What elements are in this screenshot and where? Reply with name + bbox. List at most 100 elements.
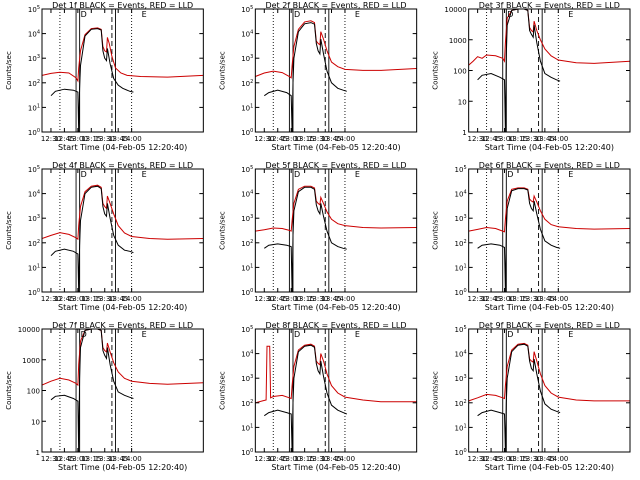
x-axis-label: Start Time (04-Feb-05 12:20:40): [58, 463, 187, 472]
annotation-d: D: [294, 10, 300, 19]
y-tick-label: 100: [27, 388, 40, 396]
lld-series-line: [468, 187, 630, 233]
annotation-e: E: [568, 330, 573, 339]
x-axis-label: Start Time (04-Feb-05 12:20:40): [271, 303, 400, 312]
x-tick-label: 13:15: [508, 135, 528, 143]
y-tick-label: 105: [455, 165, 467, 174]
y-tick-label: 105: [241, 5, 253, 14]
x-tick-label: 13:45: [108, 455, 128, 463]
panel-title: Det 3f BLACK = Events, RED = LLD: [479, 1, 620, 10]
x-tick-label: 12:30: [41, 135, 61, 143]
y-tick-label: 1000: [449, 37, 467, 45]
y-tick-label: 102: [241, 399, 253, 408]
annotation-e: E: [142, 10, 147, 19]
y-tick-label: 104: [28, 30, 40, 39]
y-tick-label: 100: [241, 128, 253, 137]
y-tick-label: 101: [241, 423, 253, 432]
x-tick-label: 12:45: [268, 135, 288, 143]
x-tick-label: 13:30: [521, 135, 541, 143]
x-tick-label: 13:45: [535, 135, 555, 143]
y-axis-label: Counts/sec: [432, 371, 440, 410]
events-series-line: [50, 28, 134, 132]
lld-series-line: [468, 342, 630, 402]
y-tick-label: 105: [28, 165, 40, 174]
y-tick-label: 103: [241, 54, 253, 63]
panel-title: Det 1f BLACK = Events, RED = LLD: [52, 1, 193, 10]
x-axis-label: Start Time (04-Feb-05 12:20:40): [485, 143, 614, 152]
y-tick-label: 101: [455, 263, 467, 272]
plot-frame: [41, 328, 204, 453]
x-tick-label: 13:00: [68, 135, 88, 143]
x-tick-label: 12:30: [41, 295, 61, 303]
x-tick-label: 12:30: [254, 295, 274, 303]
x-tick-label: 13:00: [494, 455, 514, 463]
x-tick-label: 13:45: [321, 135, 341, 143]
lld-series-line: [255, 185, 417, 232]
events-series-line: [477, 343, 561, 452]
x-tick-label: 12:30: [468, 295, 488, 303]
events-series-line: [264, 186, 347, 292]
x-tick-label: 12:30: [254, 455, 274, 463]
plot-frame: [41, 8, 204, 133]
annotation-e: E: [355, 330, 360, 339]
x-tick-label: 12:45: [54, 295, 74, 303]
y-tick-label: 103: [455, 374, 467, 383]
x-tick-label: 13:00: [494, 135, 514, 143]
y-tick-label: 102: [28, 239, 40, 248]
y-tick-label: 100: [241, 288, 253, 297]
plot-frame: [468, 328, 631, 453]
y-tick-label: 104: [241, 350, 253, 359]
annotation-d: D: [507, 330, 513, 339]
y-tick-label: 100: [455, 448, 467, 457]
y-tick-label: 10: [458, 98, 467, 106]
x-tick-label: 13:00: [494, 295, 514, 303]
x-tick-label: 12:45: [481, 295, 501, 303]
events-series-line: [477, 188, 561, 292]
panel-title: Det 7f BLACK = Events, RED = LLD: [52, 321, 193, 330]
y-tick-label: 104: [241, 30, 253, 39]
y-tick-label: 102: [28, 79, 40, 88]
y-tick-label: 104: [455, 350, 467, 359]
x-tick-label: 14:00: [122, 135, 142, 143]
x-tick-label: 14:00: [335, 135, 355, 143]
y-axis-label: Counts/sec: [5, 51, 13, 90]
y-tick-label: 103: [28, 54, 40, 63]
y-tick-label: 101: [455, 423, 467, 432]
x-tick-label: 13:45: [108, 295, 128, 303]
x-tick-label: 13:00: [68, 455, 88, 463]
x-tick-label: 14:00: [122, 295, 142, 303]
y-axis-label: Counts/sec: [218, 211, 226, 250]
x-tick-label: 13:30: [95, 135, 115, 143]
y-tick-label: 104: [28, 190, 40, 199]
x-axis-label: Start Time (04-Feb-05 12:20:40): [271, 463, 400, 472]
panel-title: Det 4f BLACK = Events, RED = LLD: [52, 161, 193, 170]
x-tick-label: 12:30: [254, 135, 274, 143]
x-tick-label: 14:00: [335, 455, 355, 463]
panel-title: Det 6f BLACK = Events, RED = LLD: [479, 161, 620, 170]
x-tick-label: 14:00: [548, 295, 568, 303]
x-tick-label: 13:30: [308, 135, 328, 143]
events-series-line: [50, 329, 134, 452]
annotation-e: E: [355, 10, 360, 19]
x-tick-label: 13:00: [68, 295, 88, 303]
events-series-line: [264, 344, 347, 452]
x-tick-label: 13:15: [81, 455, 101, 463]
x-tick-label: 12:45: [54, 455, 74, 463]
x-tick-label: 13:30: [95, 455, 115, 463]
annotation-e: E: [142, 330, 147, 339]
annotation-d: D: [294, 330, 300, 339]
y-tick-label: 105: [28, 5, 40, 14]
annotation-e: E: [142, 170, 147, 179]
x-tick-label: 12:45: [481, 455, 501, 463]
x-tick-label: 13:45: [535, 295, 555, 303]
y-tick-label: 1000: [22, 357, 40, 365]
x-tick-label: 14:00: [335, 295, 355, 303]
x-tick-label: 13:15: [508, 455, 528, 463]
x-tick-label: 13:45: [321, 455, 341, 463]
y-axis-label: Counts/sec: [218, 51, 226, 90]
